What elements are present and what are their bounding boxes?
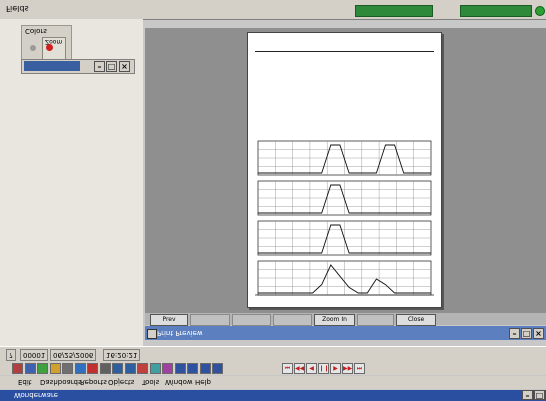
minimize-icon[interactable]: – [94,61,105,72]
menu-item-help[interactable]: Help [195,378,211,386]
toolbar [0,361,546,375]
maximize-icon[interactable]: □ [106,61,117,72]
menu-item-window[interactable]: Window [165,378,193,386]
nav-button[interactable]: ◀ [306,363,317,374]
menu-item-objects[interactable]: Objects [108,378,135,386]
app-title: Wonderware [14,391,58,399]
status-page-icon: ? [6,349,16,361]
window-icon [147,329,157,339]
trend-line [258,144,431,174]
toolbar-tool-icon[interactable] [24,363,36,374]
toolbar-tool-icon[interactable] [62,363,73,374]
trend-chart-4 [257,260,432,296]
page-button-4[interactable]: Zoom In [314,314,355,326]
toolbar-tool-icon[interactable] [124,363,136,374]
page-button-3[interactable] [273,314,312,326]
page-button-5[interactable] [357,314,394,326]
trend-chart-1 [257,140,432,176]
menu-item-edit[interactable]: Edit [18,378,32,386]
minimize-icon[interactable]: – [522,390,533,400]
toolbar-tool-icon[interactable] [212,363,223,374]
preview-window-title: Print Preview [157,329,203,337]
trend-line [258,224,431,254]
toolbar-tool-icon[interactable] [12,363,23,374]
trend-chart-3 [257,220,432,256]
toolbar-tool-icon[interactable] [162,363,173,374]
nav-button[interactable]: ⏮ [282,363,293,374]
menu-item-tools[interactable]: Tools [142,378,160,386]
menu-item-dashboards[interactable]: Dashboards [40,378,82,386]
top-title-bar: Fields [0,0,546,20]
page-button-2[interactable] [232,314,271,326]
toolbar-tool-icon[interactable] [74,363,86,374]
toolbar-tool-icon[interactable] [87,363,98,374]
trend-line [258,264,431,294]
status-field-2: 06/25/2006 [50,349,97,361]
nav-button[interactable]: ⏭ [354,363,365,374]
close-icon[interactable]: × [533,328,544,339]
status-bar: ? 00001 06/25/2006 16:20:21 [0,346,546,361]
trend-line [258,184,431,214]
page-button-1[interactable] [190,314,230,326]
page-button-0[interactable]: Prev [150,314,188,326]
toolbar-tool-icon[interactable] [112,363,123,374]
gray-color-icon[interactable] [30,45,36,51]
preview-window-bar[interactable]: Print Preview – □ × [145,326,546,340]
minimize-icon[interactable]: – [509,328,520,339]
menu-bar [0,376,546,389]
top-title: Fields [6,4,29,13]
restore-icon[interactable]: □ [534,390,545,400]
toolbar-tool-icon[interactable] [99,363,111,374]
page-button-6[interactable]: Close [396,314,436,326]
status-indicator-1 [355,5,433,17]
close-icon[interactable]: × [119,61,130,72]
toolbar-tool-icon[interactable] [37,363,48,374]
trend-chart-2 [257,180,432,216]
nav-button[interactable]: ▶▶ [342,363,353,374]
nav-button[interactable]: ◀◀ [294,363,305,374]
status-indicator-2 [460,5,532,17]
maximize-icon[interactable]: □ [521,328,532,339]
trend-charts [255,140,434,296]
status-led-icon [535,6,545,16]
toolbar-tool-icon[interactable] [174,363,186,374]
toolbar-tool-icon[interactable] [149,363,161,374]
palette-title: Colors [25,27,47,35]
report-page [247,32,442,308]
status-field-1: 00001 [20,349,49,361]
app-title-bar: Wonderware – □ [0,390,546,401]
nav-button[interactable]: ▶ [330,363,341,374]
red-color-icon[interactable] [46,44,53,51]
minimized-window[interactable]: – □ × [21,59,135,74]
toolbar-tool-icon[interactable] [187,363,198,374]
toolbar-tool-icon[interactable] [137,363,148,374]
mini-window-titlebar[interactable] [24,61,80,71]
toolbar-tool-icon[interactable] [199,363,211,374]
nav-button[interactable]: ❙❙ [318,363,330,374]
status-field-3: 16:20:21 [103,349,141,361]
header-rule [255,51,434,52]
toolbar-tool-icon[interactable] [49,363,61,374]
menu-item-reports[interactable]: Reports [80,378,107,386]
